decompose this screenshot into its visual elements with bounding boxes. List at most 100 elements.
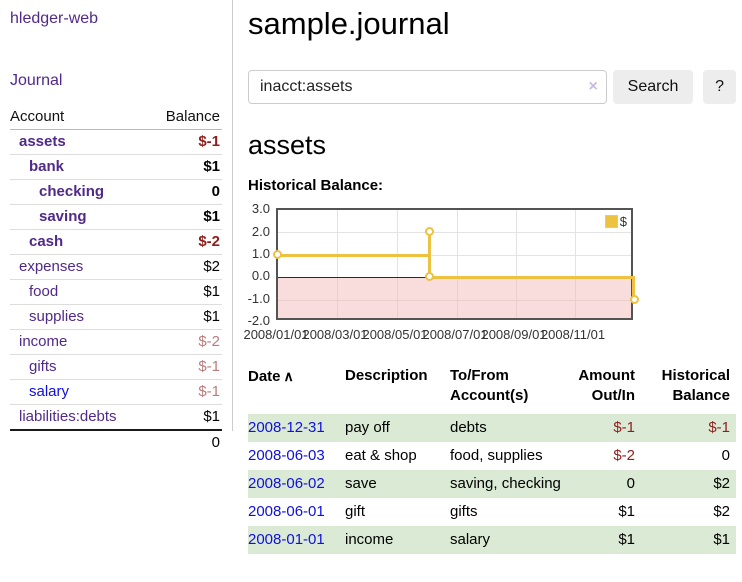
data-point — [273, 250, 282, 259]
series-segment — [278, 253, 429, 257]
data-point — [425, 272, 434, 281]
register-row[interactable]: 2008-01-01 income salary $1 $1 — [248, 526, 736, 554]
account-link-income[interactable]: income — [19, 333, 68, 350]
description-cell: gift — [345, 503, 366, 520]
account-row-checking: checking 0 — [10, 179, 222, 205]
account-row-cash: cash $-2 — [10, 229, 222, 255]
date-link[interactable]: 2008-06-02 — [248, 475, 325, 492]
y-tick: 2.0 — [251, 224, 270, 239]
date-link[interactable]: 2008-12-31 — [248, 419, 325, 436]
y-tick: -2.0 — [247, 313, 270, 328]
journal-nav-link[interactable]: Journal — [10, 72, 63, 89]
account-link-saving[interactable]: saving — [39, 208, 87, 225]
x-tick: 2008/11/01 — [540, 327, 606, 342]
register-row[interactable]: 2008-06-01 gift gifts $1 $2 — [248, 498, 736, 526]
chart-title: Historical Balance: — [248, 177, 384, 194]
y-tick: 1.0 — [251, 246, 270, 261]
balance-cell: $1 — [713, 531, 730, 548]
gridline — [397, 210, 398, 318]
x-tick: 2008/01/01 — [243, 327, 309, 342]
account-link-expenses[interactable]: expenses — [19, 258, 84, 275]
search-form: × Search ? — [248, 70, 736, 104]
account-balance: $1 — [148, 279, 222, 305]
account-balance: $-1 — [148, 379, 222, 405]
account-link-assets[interactable]: assets — [19, 133, 66, 150]
account-balance: $-2 — [148, 329, 222, 355]
clear-search-icon[interactable]: × — [588, 78, 598, 95]
account-balance: $-2 — [148, 229, 222, 255]
account-link-supplies[interactable]: supplies — [29, 308, 85, 325]
balance-header: Balance — [148, 105, 222, 130]
account-link-bank[interactable]: bank — [29, 158, 65, 175]
account-row-saving: saving $1 — [10, 204, 222, 230]
date-link[interactable]: 2008-01-01 — [248, 531, 325, 548]
account-link-cash[interactable]: cash — [29, 233, 64, 250]
x-tick: 2008/05/01 — [362, 327, 428, 342]
sidebar: hledger-web Journal Account Balance asse… — [0, 0, 233, 455]
account-link-checking[interactable]: checking — [39, 183, 105, 200]
data-point — [425, 227, 434, 236]
register-row[interactable]: 2008-06-03 eat & shop food, supplies $-2… — [248, 442, 736, 470]
register-header-row: Date ∧ Description To/From Account(s) Amo… — [248, 366, 736, 414]
amount-cell: $1 — [618, 531, 635, 548]
account-link-liabilities-debts[interactable]: liabilities:debts — [19, 408, 117, 425]
description-cell: eat & shop — [345, 447, 417, 464]
account-row-income: income $-2 — [10, 329, 222, 355]
gridline — [278, 300, 631, 301]
register-table: Date ∧ Description To/From Account(s) Amo… — [248, 366, 736, 554]
account-row-food: food $1 — [10, 279, 222, 305]
help-button[interactable]: ? — [703, 70, 736, 104]
negative-region-fill — [278, 278, 631, 318]
gridline — [337, 210, 338, 318]
balance-cell: $2 — [713, 503, 730, 520]
account-row-expenses: expenses $2 — [10, 254, 222, 280]
series-segment — [429, 275, 635, 279]
account-page-title: assets — [248, 130, 327, 160]
y-tick: 3.0 — [251, 201, 270, 216]
balance-cell: $2 — [713, 475, 730, 492]
accounts-cell: food, supplies — [450, 447, 543, 464]
balance-chart: 3.0 2.0 1.0 0.0 -1.0 -2.0 — [243, 201, 736, 342]
x-tick: 2008/09/01 — [481, 327, 547, 342]
gridline — [516, 210, 517, 318]
account-balance: $2 — [148, 254, 222, 280]
x-tick: 2008/07/01 — [422, 327, 488, 342]
description-cell: save — [345, 475, 377, 492]
account-link-gifts[interactable]: gifts — [29, 358, 57, 375]
date-link[interactable]: 2008-06-03 — [248, 447, 325, 464]
accounts-header: Account — [10, 105, 149, 130]
y-tick: 0.0 — [251, 268, 270, 283]
account-balance: $-1 — [148, 354, 222, 380]
accounts-total-row: 0 — [10, 429, 222, 455]
account-link-salary[interactable]: salary — [29, 383, 70, 400]
amount-cell: 0 — [626, 475, 635, 492]
y-tick: -1.0 — [247, 291, 270, 306]
account-balance: $1 — [148, 154, 222, 180]
app-brand-link[interactable]: hledger-web — [10, 10, 99, 27]
series-segment — [632, 277, 635, 300]
main-content: sample.journal × Search ? assets Histori… — [243, 0, 736, 554]
description-cell: income — [345, 531, 394, 548]
register-row[interactable]: 2008-06-02 save saving, checking 0 $2 — [248, 470, 736, 498]
account-row-liabilities-debts: liabilities:debts $1 — [10, 404, 222, 430]
series-segment — [427, 232, 431, 278]
account-balance: $1 — [148, 404, 222, 430]
search-input[interactable] — [248, 70, 607, 104]
account-row-gifts: gifts $-1 — [10, 354, 222, 380]
date-column-header[interactable]: Date ∧ — [248, 368, 294, 385]
description-cell: pay off — [345, 419, 390, 436]
account-link-food[interactable]: food — [29, 283, 59, 300]
balance-column-header: Historical Balance — [661, 367, 730, 404]
register-row[interactable]: 2008-12-31 pay off debts $-1 $-1 — [248, 414, 736, 442]
balance-cell: 0 — [721, 447, 730, 464]
page-title: sample.journal — [248, 6, 450, 41]
date-link[interactable]: 2008-06-01 — [248, 503, 325, 520]
account-balance: $1 — [148, 304, 222, 330]
account-balance: $-1 — [198, 133, 220, 150]
amount-cell: $-1 — [613, 419, 635, 436]
x-tick: 2008/03/01 — [302, 327, 368, 342]
legend-swatch — [604, 215, 618, 228]
search-button[interactable]: Search — [612, 70, 694, 104]
chart-plot-area: $ — [273, 208, 639, 320]
accounts-total-value: 0 — [148, 429, 222, 455]
